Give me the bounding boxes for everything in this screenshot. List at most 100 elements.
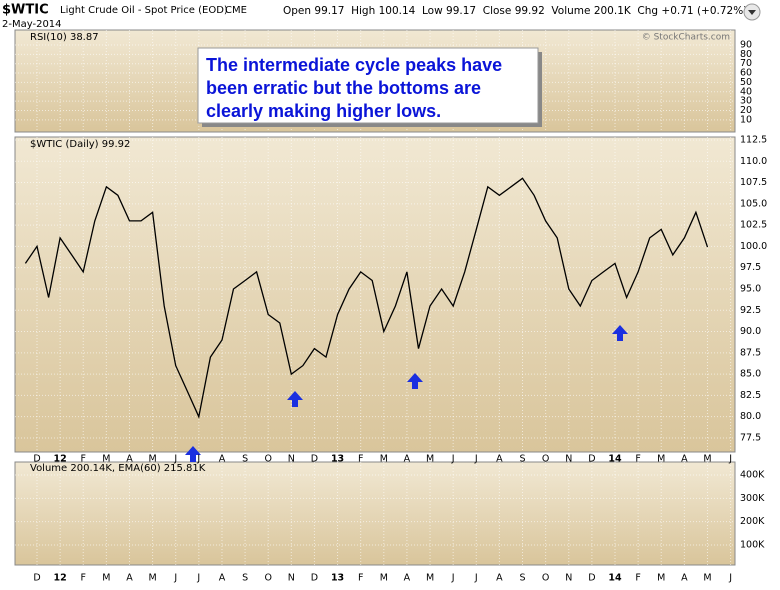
x-tick-label: M	[426, 573, 434, 584]
y-tick-label: 300K	[740, 493, 765, 504]
x-tick-label: N	[565, 573, 572, 584]
x-tick-label: F	[358, 454, 363, 465]
date: 2-May-2014	[2, 19, 62, 30]
y-tick-label: 10	[740, 114, 752, 125]
x-tick-label: M	[380, 573, 388, 584]
y-tick-label: 90.0	[740, 326, 761, 337]
panel-title: Volume 200.14K, EMA(60) 215.81K	[30, 463, 206, 474]
y-tick-label: 82.5	[740, 390, 761, 401]
x-tick-label: 13	[331, 573, 344, 584]
x-tick-label: 14	[608, 454, 622, 465]
annotation-text: been erratic but the bottoms are	[206, 78, 481, 98]
x-tick-label: 12	[54, 573, 67, 584]
quote: Open 99.17 High 100.14 Low 99.17 Close 9…	[283, 5, 747, 17]
y-tick-label: 112.5	[740, 134, 767, 145]
x-tick-label: 14	[608, 573, 622, 584]
x-tick-label: D	[33, 573, 40, 584]
credit: © StockCharts.com	[642, 33, 730, 43]
volume-panel	[14, 461, 736, 566]
x-tick-label: O	[264, 454, 271, 465]
y-tick-label: 77.5	[740, 432, 761, 443]
x-tick-label: J	[728, 454, 732, 465]
x-tick-label: O	[264, 573, 271, 584]
bottom-arrow	[287, 391, 303, 407]
bottom-arrow	[185, 446, 201, 462]
y-tick-label: 70	[740, 58, 752, 69]
y-tick-label: 105.0	[740, 198, 767, 209]
x-tick-label: J	[474, 454, 478, 465]
x-tick-label: M	[148, 573, 156, 584]
x-tick-label: F	[358, 573, 363, 584]
y-tick-label: 92.5	[740, 305, 761, 316]
y-tick-label: 200K	[740, 516, 765, 527]
x-tick-label: A	[681, 454, 688, 465]
x-tick-label: A	[219, 454, 226, 465]
y-tick-label: 50	[740, 77, 752, 88]
x-tick-label: S	[242, 454, 248, 465]
x-tick-label: M	[703, 573, 711, 584]
x-tick-label: O	[542, 573, 549, 584]
y-tick-label: 100.0	[740, 241, 767, 252]
y-tick-label: 100K	[740, 540, 765, 551]
x-tick-label: D	[311, 573, 318, 584]
x-tick-label: M	[148, 454, 156, 465]
x-tick-label: N	[288, 454, 295, 465]
x-tick-label: J	[451, 454, 455, 465]
x-tick-label: 13	[331, 454, 344, 465]
x-tick-label: J	[173, 454, 177, 465]
x-tick-label: A	[404, 454, 411, 465]
y-tick-label: 60	[740, 68, 752, 79]
x-tick-label: N	[288, 573, 295, 584]
x-tick-label: J	[196, 454, 200, 465]
x-tick-label: F	[81, 573, 86, 584]
x-tick-label: S	[520, 573, 526, 584]
x-tick-label: A	[496, 454, 503, 465]
y-tick-label: 80.0	[740, 411, 761, 422]
panel-title: RSI(10) 38.87	[30, 32, 99, 43]
y-tick-label: 40	[740, 86, 752, 97]
bottom-arrow	[612, 325, 628, 341]
x-tick-label: J	[173, 573, 177, 584]
y-tick-label: 95.0	[740, 283, 761, 294]
x-tick-label: M	[426, 454, 434, 465]
y-tick-label: 97.5	[740, 262, 761, 273]
x-tick-label: A	[219, 573, 226, 584]
x-tick-label: S	[242, 573, 248, 584]
y-tick-label: 102.5	[740, 220, 767, 231]
x-tick-label: D	[588, 454, 595, 465]
x-tick-label: M	[657, 454, 665, 465]
price-line	[24, 177, 709, 419]
x-tick-label: D	[311, 454, 318, 465]
x-tick-label: A	[126, 573, 133, 584]
y-tick-label: 110.0	[740, 156, 767, 167]
x-tick-label: D	[33, 454, 40, 465]
y-tick-label: 87.5	[740, 347, 761, 358]
y-tick-label: 30	[740, 96, 752, 107]
x-tick-label: M	[657, 573, 665, 584]
menu-icon	[748, 10, 756, 15]
x-tick-label: A	[126, 454, 133, 465]
x-tick-label: J	[196, 573, 200, 584]
x-tick-label: J	[728, 573, 732, 584]
annotation-box	[197, 47, 539, 124]
x-tick-label: F	[81, 454, 86, 465]
x-tick-label: M	[380, 454, 388, 465]
instrument-name: Light Crude Oil - Spot Price (EOD)	[60, 5, 228, 16]
x-tick-label: J	[474, 573, 478, 584]
x-tick-label: A	[496, 573, 503, 584]
x-tick-label: N	[565, 454, 572, 465]
x-tick-label: J	[451, 573, 455, 584]
x-tick-label: A	[404, 573, 411, 584]
y-tick-label: 80	[740, 49, 752, 60]
y-tick-label: 85.0	[740, 369, 761, 380]
x-tick-label: F	[635, 454, 640, 465]
y-tick-label: 400K	[740, 469, 765, 480]
y-tick-label: 90	[740, 39, 752, 50]
x-tick-label: F	[635, 573, 640, 584]
x-tick-label: O	[542, 454, 549, 465]
x-tick-label: D	[588, 573, 595, 584]
bottom-arrow	[407, 373, 423, 389]
y-tick-label: 107.5	[740, 177, 767, 188]
annotation-text: The intermediate cycle peaks have	[206, 55, 502, 75]
